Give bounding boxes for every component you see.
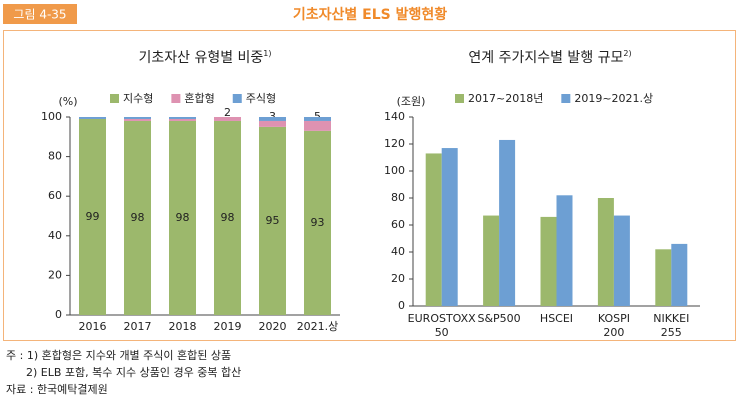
- x-tick-label: 2020: [259, 320, 287, 333]
- bar: [655, 249, 672, 306]
- data-label: 95: [266, 214, 280, 227]
- y-tick-label: 0: [55, 308, 62, 321]
- bar-segment: [259, 126, 286, 316]
- title-note: 2): [623, 49, 631, 58]
- legend-label: 2017~2018년: [468, 92, 543, 105]
- bar: [671, 243, 688, 306]
- x-tick-label: 50: [435, 326, 449, 339]
- legend-label: 지수형: [123, 92, 153, 105]
- y-unit: (조원): [397, 95, 426, 108]
- x-tick-label: NIKKEI: [653, 312, 689, 325]
- legend-swatch: [110, 94, 119, 103]
- data-label: 98: [176, 211, 190, 224]
- bar: [540, 216, 557, 306]
- bar-segment: [124, 120, 151, 316]
- x-tick-label: 2016: [79, 320, 107, 333]
- note: 자료 : 한국예탁결제원: [6, 383, 108, 396]
- y-tick-label: 60: [391, 218, 405, 231]
- bar: [556, 195, 573, 306]
- data-label: 99: [86, 210, 100, 223]
- y-tick-label: 140: [384, 110, 405, 123]
- data-label: 98: [221, 211, 235, 224]
- data-label: 98: [131, 211, 145, 224]
- x-tick-label: 2017: [124, 320, 152, 333]
- y-tick-label: 40: [391, 245, 405, 258]
- bar-segment: [124, 117, 151, 119]
- x-tick-label: EUROSTOXX: [408, 312, 476, 325]
- bar-segment: [259, 117, 286, 121]
- y-tick-label: 0: [398, 299, 405, 312]
- y-tick-label: 60: [48, 189, 62, 202]
- x-tick-label: 2019: [214, 320, 242, 333]
- legend-label: 2019~2021.상: [574, 92, 653, 105]
- bar-segment: [169, 120, 196, 316]
- data-label: 2: [224, 106, 231, 119]
- note: 2) ELB 포함, 복수 지수 상품인 경우 중복 합산: [26, 366, 241, 379]
- bar: [613, 215, 630, 306]
- page-title: 기초자산별 ELS 발행현황: [293, 6, 447, 23]
- bar-segment: [79, 117, 106, 119]
- bar: [425, 153, 442, 306]
- chart-title: 기초자산 유형별 비중1): [138, 49, 271, 67]
- bar-segment: [124, 118, 151, 121]
- x-tick-label: 255: [661, 326, 682, 339]
- legend-label: 주식형: [246, 92, 276, 105]
- y-unit: (%): [58, 95, 77, 108]
- bar-segment: [169, 118, 196, 121]
- title-text: 기초자산 유형별 비중: [138, 50, 263, 66]
- bar-segment: [259, 120, 286, 127]
- x-tick-label: KOSPI: [598, 312, 630, 325]
- bar: [441, 148, 458, 306]
- y-tick-label: 100: [384, 164, 405, 177]
- bar-segment: [214, 120, 241, 316]
- bar-segment: [304, 130, 331, 315]
- y-tick-label: 80: [391, 191, 405, 204]
- data-label: 3: [269, 110, 276, 123]
- title-note: 1): [263, 49, 271, 58]
- x-tick-label: 2018: [169, 320, 197, 333]
- title-text: 연계 주가지수별 발행 규모: [468, 50, 623, 66]
- bar-segment: [304, 120, 331, 131]
- y-tick-label: 20: [48, 268, 62, 281]
- x-tick-label: 200: [603, 326, 624, 339]
- y-tick-label: 80: [48, 150, 62, 163]
- note: 주 : 1) 혼합형은 지수와 개별 주식이 혼합된 상품: [6, 349, 231, 362]
- data-label: 93: [311, 216, 325, 229]
- label-box: [3, 4, 77, 24]
- x-tick-label: HSCEI: [540, 312, 573, 325]
- bar: [483, 215, 500, 306]
- x-tick-label: S&P500: [477, 312, 520, 325]
- bar: [597, 198, 614, 306]
- bar-segment: [169, 117, 196, 119]
- figure-label: 그림 4-35: [13, 8, 66, 22]
- y-tick-label: 120: [384, 137, 405, 150]
- legend-swatch: [232, 94, 242, 103]
- y-tick-label: 20: [391, 272, 405, 285]
- bar: [499, 139, 516, 306]
- panel: [3, 30, 736, 341]
- legend-label: 혼합형: [184, 92, 214, 105]
- chart-title: 연계 주가지수별 발행 규모2): [468, 49, 631, 67]
- legend-swatch: [561, 94, 571, 103]
- bar-segment: [214, 117, 241, 121]
- data-label: 5: [314, 110, 321, 123]
- bar-segment: [304, 117, 331, 121]
- x-tick-label: 2021.상: [297, 320, 339, 333]
- y-tick-label: 100: [41, 110, 62, 123]
- legend-swatch: [455, 94, 464, 103]
- bar-segment: [79, 118, 106, 315]
- legend-swatch: [171, 94, 181, 103]
- y-tick-label: 40: [48, 229, 62, 242]
